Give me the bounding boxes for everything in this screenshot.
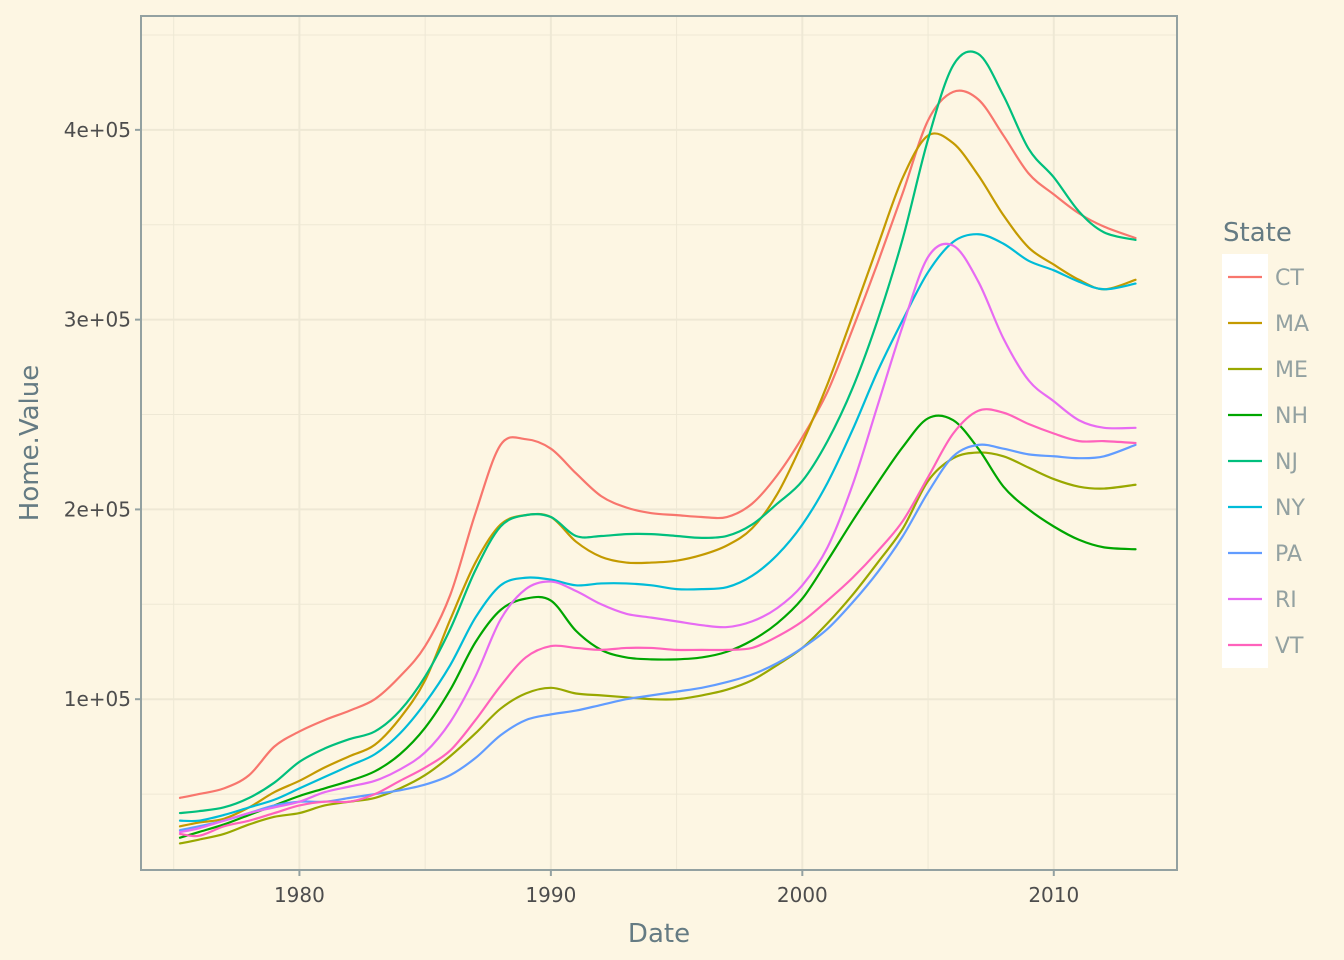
x-tick-label: 2010 [1028, 883, 1079, 907]
series-line-nh [178, 414, 1137, 839]
legend-label-ri: RI [1275, 588, 1297, 613]
series-line-ma [178, 132, 1137, 828]
legend-items: CT MA ME NH NJ NY PA RI VT [1222, 254, 1309, 668]
legend-label-ct: CT [1275, 266, 1304, 291]
series-line-ri [178, 242, 1137, 834]
legend-label-me: ME [1275, 358, 1308, 383]
y-tick-label: 2e+05 [64, 497, 131, 521]
minor-gridlines [141, 16, 1177, 870]
legend-title: State [1223, 218, 1292, 248]
series-line-ny [178, 233, 1137, 823]
x-tick-label: 1990 [525, 883, 576, 907]
legend-label-ny: NY [1275, 496, 1305, 521]
legend: State CT MA ME NH NJ NY PA RI VT [1222, 218, 1309, 668]
series-line-ct [178, 89, 1137, 799]
plot-panel-border [140, 15, 1178, 871]
legend-label-pa: PA [1275, 542, 1302, 567]
x-tick-label: 1980 [274, 883, 325, 907]
series-line-vt [178, 408, 1137, 838]
series-line-me [178, 451, 1137, 845]
x-axis-title: Date [628, 919, 690, 949]
y-axis: 1e+05 2e+05 3e+05 4e+05 [64, 118, 141, 711]
series-lines [178, 50, 1137, 845]
legend-label-nj: NJ [1275, 450, 1298, 475]
legend-label-nh: NH [1275, 404, 1308, 429]
legend-label-vt: VT [1275, 634, 1304, 659]
y-axis-title: Home.Value [15, 365, 45, 521]
series-line-nj [178, 50, 1137, 815]
legend-label-ma: MA [1275, 312, 1309, 337]
y-tick-label: 3e+05 [64, 308, 131, 332]
x-tick-label: 2000 [777, 883, 828, 907]
y-tick-label: 1e+05 [64, 687, 131, 711]
x-axis: 1980 1990 2000 2010 [274, 870, 1079, 907]
y-tick-label: 4e+05 [64, 118, 131, 142]
